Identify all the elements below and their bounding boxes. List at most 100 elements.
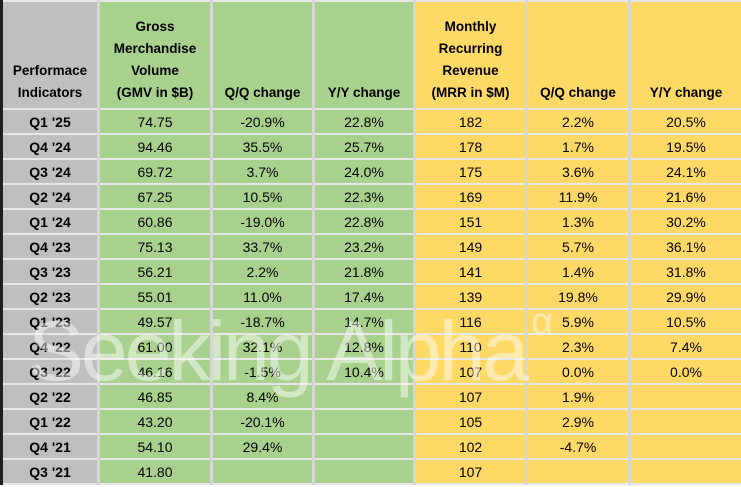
gmv-value-cell[interactable]: 46.85: [98, 384, 213, 410]
mrr-yy-change-cell[interactable]: 36.1%: [629, 234, 741, 260]
gmv-qq-change-cell[interactable]: -18.7%: [211, 309, 315, 335]
gmv-yy-change-cell[interactable]: 14.7%: [313, 309, 416, 335]
mrr-yy-change-cell[interactable]: [629, 409, 741, 435]
mrr-qq-change-cell[interactable]: 11.9%: [526, 184, 631, 210]
gmv-yy-change-cell[interactable]: 22.8%: [313, 109, 416, 135]
mrr-value-cell[interactable]: 175: [414, 159, 528, 185]
quarter-label-cell[interactable]: Q4 '22: [1, 334, 100, 360]
mrr-value-cell[interactable]: 182: [414, 109, 528, 135]
quarter-label-cell[interactable]: Q4 '24: [1, 134, 100, 160]
gmv-value-cell[interactable]: 69.72: [98, 159, 213, 185]
mrr-qq-change-cell[interactable]: 5.9%: [526, 309, 631, 335]
mrr-yy-change-cell[interactable]: 29.9%: [629, 284, 741, 310]
mrr-yy-change-cell[interactable]: [629, 434, 741, 460]
quarter-label-cell[interactable]: Q1 '23: [1, 309, 100, 335]
gmv-qq-change-cell[interactable]: 33.7%: [211, 234, 315, 260]
gmv-qq-change-cell[interactable]: -20.1%: [211, 409, 315, 435]
gmv-value-cell[interactable]: 75.13: [98, 234, 213, 260]
gmv-qq-change-cell[interactable]: -20.9%: [211, 109, 315, 135]
quarter-label-cell[interactable]: Q3 '22: [1, 359, 100, 385]
quarter-label-cell[interactable]: Q2 '22: [1, 384, 100, 410]
gmv-value-cell[interactable]: 94.46: [98, 134, 213, 160]
gmv-value-cell[interactable]: 46.16: [98, 359, 213, 385]
mrr-value-cell[interactable]: 110: [414, 334, 528, 360]
mrr-value-cell[interactable]: 105: [414, 409, 528, 435]
quarter-label-cell[interactable]: Q3 '21: [1, 459, 100, 485]
mrr-value-cell[interactable]: 149: [414, 234, 528, 260]
mrr-yy-change-cell[interactable]: 19.5%: [629, 134, 741, 160]
column-header-gmv-qq-change[interactable]: Q/Q change: [211, 1, 315, 110]
gmv-value-cell[interactable]: 60.86: [98, 209, 213, 235]
mrr-yy-change-cell[interactable]: 10.5%: [629, 309, 741, 335]
quarter-label-cell[interactable]: Q3 '23: [1, 259, 100, 285]
gmv-value-cell[interactable]: 61.00: [98, 334, 213, 360]
gmv-yy-change-cell[interactable]: 21.8%: [313, 259, 416, 285]
gmv-qq-change-cell[interactable]: -19.0%: [211, 209, 315, 235]
gmv-qq-change-cell[interactable]: 2.2%: [211, 259, 315, 285]
mrr-value-cell[interactable]: 139: [414, 284, 528, 310]
gmv-value-cell[interactable]: 55.01: [98, 284, 213, 310]
gmv-qq-change-cell[interactable]: 11.0%: [211, 284, 315, 310]
gmv-yy-change-cell[interactable]: 22.8%: [313, 209, 416, 235]
column-header-mrr[interactable]: Monthly Recurring Revenue (MRR in $M): [414, 1, 528, 110]
quarter-label-cell[interactable]: Q1 '22: [1, 409, 100, 435]
gmv-yy-change-cell[interactable]: [313, 459, 416, 485]
column-header-gmv-yy-change[interactable]: Y/Y change: [313, 1, 416, 110]
mrr-yy-change-cell[interactable]: 0.0%: [629, 359, 741, 385]
quarter-label-cell[interactable]: Q1 '25: [1, 109, 100, 135]
column-header-performance-indicators[interactable]: Performace Indicators: [1, 1, 100, 110]
gmv-value-cell[interactable]: 56.21: [98, 259, 213, 285]
gmv-qq-change-cell[interactable]: 29.4%: [211, 434, 315, 460]
mrr-qq-change-cell[interactable]: 0.0%: [526, 359, 631, 385]
mrr-qq-change-cell[interactable]: 1.3%: [526, 209, 631, 235]
mrr-qq-change-cell[interactable]: 1.7%: [526, 134, 631, 160]
quarter-label-cell[interactable]: Q4 '23: [1, 234, 100, 260]
mrr-value-cell[interactable]: 107: [414, 459, 528, 485]
mrr-qq-change-cell[interactable]: -4.7%: [526, 434, 631, 460]
column-header-mrr-qq-change[interactable]: Q/Q change: [526, 1, 631, 110]
mrr-yy-change-cell[interactable]: 24.1%: [629, 159, 741, 185]
mrr-value-cell[interactable]: 107: [414, 359, 528, 385]
gmv-yy-change-cell[interactable]: [313, 409, 416, 435]
gmv-qq-change-cell[interactable]: 10.5%: [211, 184, 315, 210]
mrr-qq-change-cell[interactable]: 19.8%: [526, 284, 631, 310]
quarter-label-cell[interactable]: Q3 '24: [1, 159, 100, 185]
mrr-qq-change-cell[interactable]: 1.9%: [526, 384, 631, 410]
gmv-value-cell[interactable]: 54.10: [98, 434, 213, 460]
gmv-yy-change-cell[interactable]: 12.8%: [313, 334, 416, 360]
column-header-mrr-yy-change[interactable]: Y/Y change: [629, 1, 741, 110]
gmv-qq-change-cell[interactable]: 35.5%: [211, 134, 315, 160]
mrr-yy-change-cell[interactable]: [629, 459, 741, 485]
mrr-yy-change-cell[interactable]: 21.6%: [629, 184, 741, 210]
mrr-value-cell[interactable]: 141: [414, 259, 528, 285]
gmv-qq-change-cell[interactable]: 3.7%: [211, 159, 315, 185]
mrr-qq-change-cell[interactable]: [526, 459, 631, 485]
mrr-qq-change-cell[interactable]: 2.9%: [526, 409, 631, 435]
mrr-yy-change-cell[interactable]: 20.5%: [629, 109, 741, 135]
gmv-yy-change-cell[interactable]: 10.4%: [313, 359, 416, 385]
quarter-label-cell[interactable]: Q2 '24: [1, 184, 100, 210]
gmv-qq-change-cell[interactable]: [211, 459, 315, 485]
mrr-value-cell[interactable]: 107: [414, 384, 528, 410]
mrr-qq-change-cell[interactable]: 2.2%: [526, 109, 631, 135]
mrr-value-cell[interactable]: 102: [414, 434, 528, 460]
mrr-yy-change-cell[interactable]: 31.8%: [629, 259, 741, 285]
gmv-value-cell[interactable]: 67.25: [98, 184, 213, 210]
mrr-yy-change-cell[interactable]: [629, 384, 741, 410]
gmv-qq-change-cell[interactable]: 8.4%: [211, 384, 315, 410]
quarter-label-cell[interactable]: Q2 '23: [1, 284, 100, 310]
gmv-value-cell[interactable]: 43.20: [98, 409, 213, 435]
mrr-qq-change-cell[interactable]: 3.6%: [526, 159, 631, 185]
mrr-value-cell[interactable]: 178: [414, 134, 528, 160]
gmv-yy-change-cell[interactable]: 22.3%: [313, 184, 416, 210]
mrr-yy-change-cell[interactable]: 30.2%: [629, 209, 741, 235]
gmv-yy-change-cell[interactable]: 23.2%: [313, 234, 416, 260]
gmv-value-cell[interactable]: 41.80: [98, 459, 213, 485]
gmv-value-cell[interactable]: 74.75: [98, 109, 213, 135]
quarter-label-cell[interactable]: Q1 '24: [1, 209, 100, 235]
gmv-yy-change-cell[interactable]: [313, 434, 416, 460]
gmv-yy-change-cell[interactable]: [313, 384, 416, 410]
mrr-yy-change-cell[interactable]: 7.4%: [629, 334, 741, 360]
mrr-value-cell[interactable]: 116: [414, 309, 528, 335]
mrr-value-cell[interactable]: 169: [414, 184, 528, 210]
